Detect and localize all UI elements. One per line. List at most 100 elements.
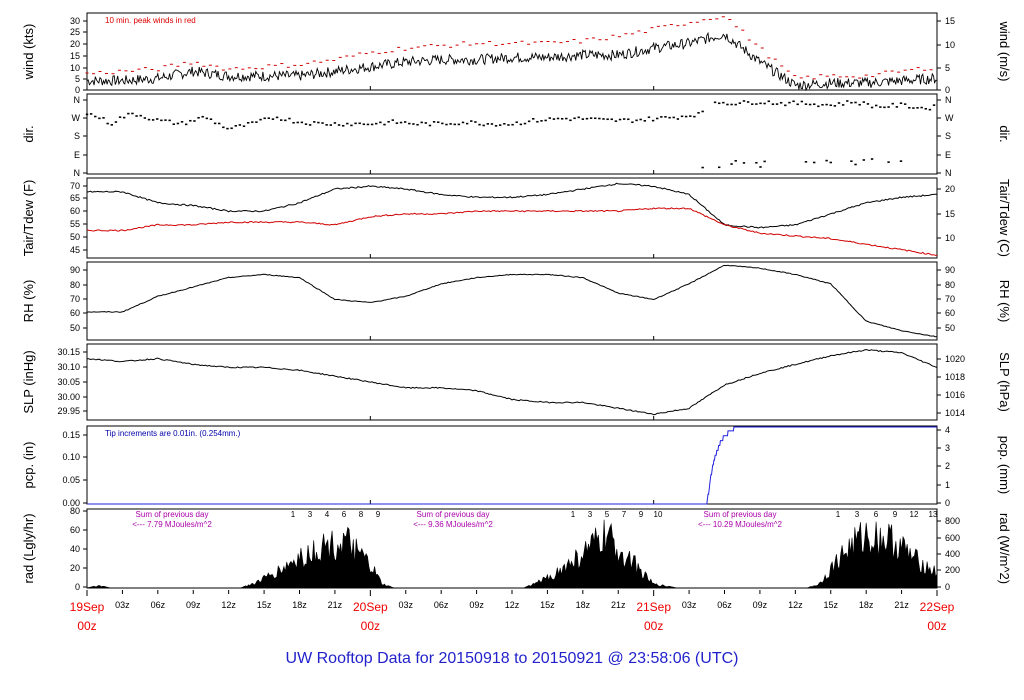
left-tick-label: 45 — [70, 245, 80, 255]
dir-point — [883, 106, 886, 109]
dir-point — [139, 114, 142, 117]
dir-point — [275, 116, 279, 119]
dir-point — [271, 118, 275, 120]
dir-point — [887, 106, 890, 108]
dir-point — [755, 103, 758, 105]
dir-point — [577, 116, 580, 119]
y-axis-label-rad: rad (Lgly/hr) — [21, 513, 36, 583]
right-tick-label: 400 — [945, 549, 960, 559]
dir-point — [259, 118, 262, 121]
y-axis-label-right-rad: rad (W/m^2) — [997, 513, 1012, 584]
x-tick-label: 21z — [894, 600, 909, 610]
dir-point — [168, 119, 171, 122]
dir-point — [308, 124, 312, 126]
left-tick-label: 60 — [70, 206, 80, 216]
dir-point — [763, 102, 766, 105]
dir-point — [110, 124, 113, 126]
series-line-slp — [87, 348, 938, 416]
dir-point — [358, 122, 361, 125]
dir-point — [660, 116, 663, 118]
right-tick-label: 80 — [945, 280, 955, 290]
right-tick-label: 1014 — [945, 408, 965, 418]
right-tick-label: 0 — [945, 498, 950, 508]
left-tick-label: 0.10 — [62, 452, 80, 462]
x-tick-label: 09z — [753, 600, 768, 610]
left-tick-label: 15 — [70, 51, 80, 61]
radiation-area — [86, 519, 938, 589]
dir-point — [416, 123, 419, 126]
dir-point — [346, 122, 349, 125]
dir-point — [606, 118, 609, 121]
dir-point — [647, 116, 651, 119]
right-tick-label: 200 — [945, 565, 960, 575]
dir-point — [585, 117, 589, 120]
dir-point — [643, 120, 647, 122]
panel-annotation-pcp: Tip increments are 0.01in. (0.254mm.) — [105, 429, 241, 438]
sun-hour-mark: 9 — [376, 510, 381, 519]
right-tick-label: 2 — [945, 461, 950, 471]
panel-frame-slp — [86, 343, 938, 421]
left-tick-label: 29.95 — [57, 406, 80, 416]
dir-point — [899, 102, 903, 104]
dir-point — [304, 123, 308, 125]
left-tick-label: 0 — [75, 582, 80, 592]
dir-point — [106, 122, 109, 125]
dir-point — [891, 102, 894, 105]
dir-point — [362, 123, 366, 126]
dir-point — [841, 104, 845, 106]
x-day-hour-label: 00z — [927, 619, 946, 633]
right-tick-label: S — [945, 131, 951, 141]
left-tick-label: 30.10 — [57, 362, 80, 372]
dir-point — [395, 122, 399, 124]
dir-point — [870, 158, 874, 160]
left-tick-label: 0.05 — [62, 475, 80, 485]
dir-point — [610, 118, 613, 121]
dir-point — [370, 123, 374, 126]
right-tick-label: 1016 — [945, 390, 965, 400]
x-day-hour-label: 00z — [77, 619, 96, 633]
left-tick-label: 0 — [75, 85, 80, 95]
panel-frame-rad — [86, 508, 938, 589]
dir-point — [511, 123, 514, 126]
dir-point — [131, 112, 134, 115]
x-tick-label: 21z — [328, 600, 343, 610]
left-tick-label: 70 — [70, 294, 80, 304]
x-tick-label: 06z — [434, 600, 449, 610]
series-line-temp — [86, 207, 938, 256]
dir-point — [242, 125, 246, 128]
sun-hour-mark: 1 — [571, 510, 576, 519]
left-tick-label: 25 — [70, 27, 80, 37]
dir-point — [160, 119, 163, 122]
dir-point — [689, 115, 692, 117]
dir-point — [329, 124, 332, 126]
dir-point — [829, 104, 832, 107]
right-tick-label: 70 — [945, 294, 955, 304]
dir-point — [412, 123, 415, 125]
x-tick-label: 15z — [257, 600, 272, 610]
dir-point — [424, 122, 428, 124]
dir-point — [908, 106, 911, 109]
dir-point — [383, 123, 386, 126]
dir-point — [85, 113, 89, 116]
right-tick-label: 800 — [945, 516, 960, 526]
x-tick-label: 15z — [823, 600, 838, 610]
dir-point — [829, 161, 832, 164]
left-tick-label: 40 — [70, 544, 80, 554]
left-tick-label: 65 — [70, 193, 80, 203]
panel-frame-dir — [86, 93, 938, 175]
dir-point — [255, 121, 258, 123]
sun-hour-mark: 12 — [910, 510, 919, 519]
right-tick-label: 10 — [945, 40, 955, 50]
dir-point — [453, 123, 456, 126]
dir-point — [833, 105, 837, 107]
left-tick-label: 0.15 — [62, 430, 80, 440]
dir-point — [916, 107, 919, 109]
dir-point — [321, 122, 324, 124]
dir-point — [89, 113, 93, 115]
dir-point — [135, 115, 138, 117]
dir-point — [325, 124, 328, 126]
dir-point — [498, 124, 502, 126]
panel-frame-wind — [86, 12, 938, 91]
dir-point — [697, 112, 700, 114]
dir-point — [639, 118, 642, 121]
